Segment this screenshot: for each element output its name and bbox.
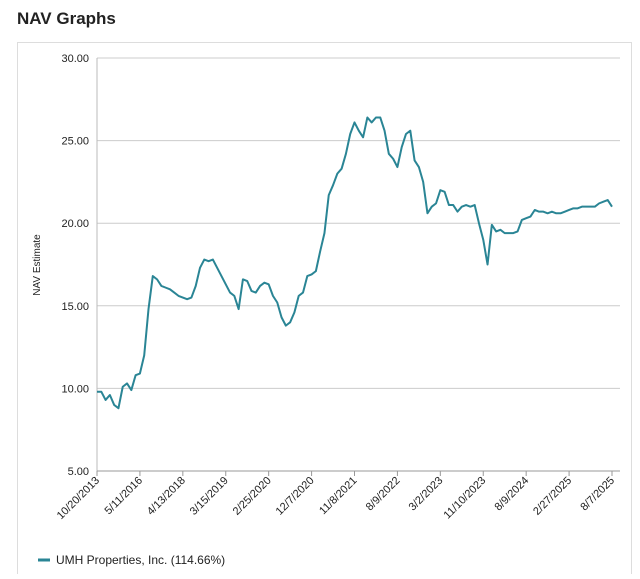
line (97, 116, 613, 410)
y-tick-label: 5.00 (68, 466, 89, 478)
x-tick-label: 12/7/2020 (274, 475, 317, 518)
y-tick-label: 30.00 (61, 53, 89, 65)
x-tick-label: 2/27/2025 (531, 475, 574, 518)
x-tick-label: 4/13/2018 (145, 475, 188, 518)
y-tick-label: 10.00 (61, 383, 89, 395)
x-tick-label: 3/2/2023 (407, 475, 446, 514)
y-tick-label: 20.00 (61, 218, 89, 230)
x-tick-label: 11/8/2021 (317, 475, 360, 518)
x-tick-label: 10/20/2013 (55, 475, 102, 522)
y-tick-label: 25.00 (61, 136, 89, 148)
chart-title: NAV Graphs (17, 9, 116, 28)
x-tick-label: 8/9/2024 (493, 475, 532, 514)
legend-label: UMH Properties, Inc. (114.66%) (56, 553, 225, 567)
x-tick-label: 3/15/2019 (188, 475, 231, 518)
chart-frame (17, 42, 632, 579)
x-tick-label: 2/25/2020 (231, 475, 274, 518)
y-axis-label: NAV Estimate (32, 234, 43, 296)
x-tick-label: 8/7/2025 (578, 475, 617, 514)
x-tick-label: 8/9/2022 (364, 475, 403, 514)
x-tick-label: 11/10/2023 (442, 475, 489, 522)
x-tick-label: 5/11/2016 (103, 475, 146, 518)
y-tick-label: 15.00 (61, 301, 89, 313)
